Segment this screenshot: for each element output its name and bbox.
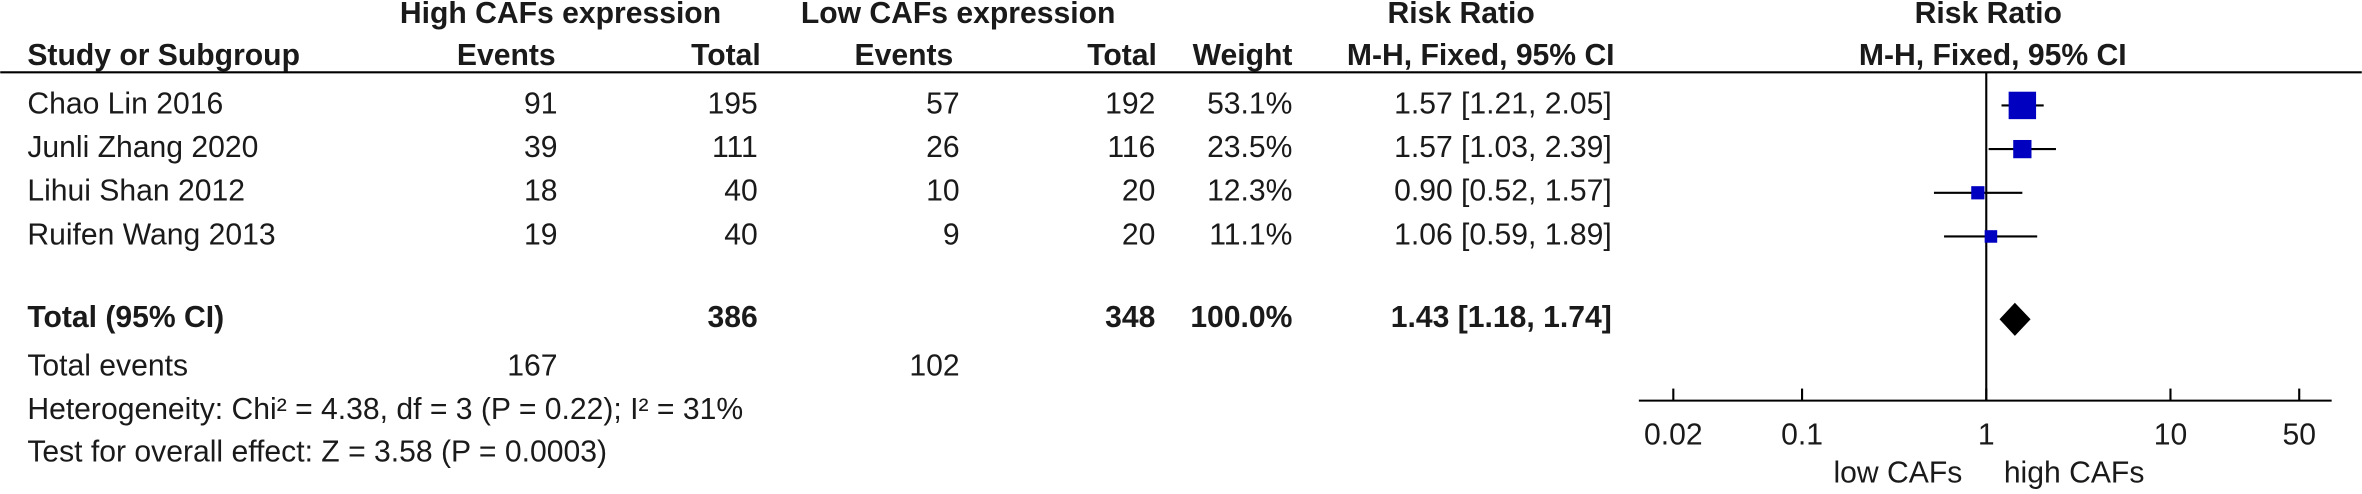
total-events-label: Total events — [27, 349, 188, 382]
ci-label: 1.57 [1.21, 2.05] — [1394, 87, 1612, 120]
weight: 12.3% — [1207, 175, 1292, 208]
cell: 116 — [1107, 131, 1155, 164]
cell: 9 — [943, 218, 960, 251]
weight: 53.1% — [1207, 87, 1292, 120]
cell: 192 — [1105, 87, 1155, 120]
total-cell: 386 — [708, 301, 758, 334]
x-axis-label: low CAFs — [1833, 456, 1962, 489]
plot-subtitle: M-H, Fixed, 95% CI — [1859, 39, 2127, 72]
weight: 11.1% — [1209, 218, 1292, 251]
column-header: Events — [855, 39, 954, 72]
effect-square — [2013, 139, 2032, 159]
cell: 39 — [524, 131, 558, 164]
column-header: Total — [691, 39, 761, 72]
weight: 23.5% — [1207, 131, 1292, 164]
cell: 91 — [524, 87, 558, 120]
total-label: Total (95% CI) — [27, 301, 224, 334]
effect-square — [2008, 91, 2037, 120]
cell: 20 — [1122, 218, 1156, 251]
x-axis-label: high CAFs — [2004, 456, 2145, 489]
study-name: Junli Zhang 2020 — [27, 131, 258, 164]
group-header: Risk Ratio — [1388, 0, 1535, 30]
cell: 57 — [926, 87, 960, 120]
ci-label: 0.90 [0.52, 1.57] — [1394, 175, 1612, 208]
x-tick-label: 10 — [2154, 419, 2188, 452]
cell: 111 — [712, 131, 758, 164]
study-name: Ruifen Wang 2013 — [27, 218, 275, 251]
column-header: Weight — [1193, 39, 1293, 72]
x-tick-label: 1 — [1978, 419, 1995, 452]
cell: 26 — [926, 131, 960, 164]
effect-square — [1984, 230, 1998, 243]
group-header: High CAFs expression — [400, 0, 721, 30]
total-ci: 1.43 [1.18, 1.74] — [1391, 301, 1612, 334]
group-header: Low CAFs expression — [801, 0, 1116, 30]
total-events: 102 — [909, 349, 959, 382]
x-tick-label: 50 — [2282, 419, 2316, 452]
cell: 18 — [524, 175, 558, 208]
cell: 40 — [724, 218, 758, 251]
study-name: Chao Lin 2016 — [27, 87, 223, 120]
total-events: 167 — [507, 349, 557, 382]
ci-label: 1.06 [0.59, 1.89] — [1394, 218, 1612, 251]
effect-square — [1971, 186, 1985, 200]
heterogeneity: Heterogeneity: Chi² = 4.38, df = 3 (P = … — [27, 393, 743, 426]
cell: 19 — [524, 218, 558, 251]
ci-label: 1.57 [1.03, 2.39] — [1394, 131, 1612, 164]
total-cell: 348 — [1105, 301, 1155, 334]
cell: 20 — [1122, 175, 1156, 208]
column-header: Study or Subgroup — [27, 39, 300, 72]
plot-title: Risk Ratio — [1915, 0, 2062, 30]
cell: 195 — [708, 87, 758, 120]
overall-effect: Test for overall effect: Z = 3.58 (P = 0… — [27, 435, 607, 468]
total-weight: 100.0% — [1190, 301, 1292, 334]
study-name: Lihui Shan 2012 — [27, 175, 245, 208]
cell: 40 — [724, 175, 758, 208]
x-tick-label: 0.1 — [1781, 419, 1823, 452]
column-header: Total — [1087, 39, 1157, 72]
x-tick-label: 0.02 — [1644, 419, 1703, 452]
cell: 10 — [926, 175, 960, 208]
column-header: Events — [457, 39, 556, 72]
column-header: M-H, Fixed, 95% CI — [1347, 39, 1615, 72]
total-diamond — [1999, 302, 2031, 336]
